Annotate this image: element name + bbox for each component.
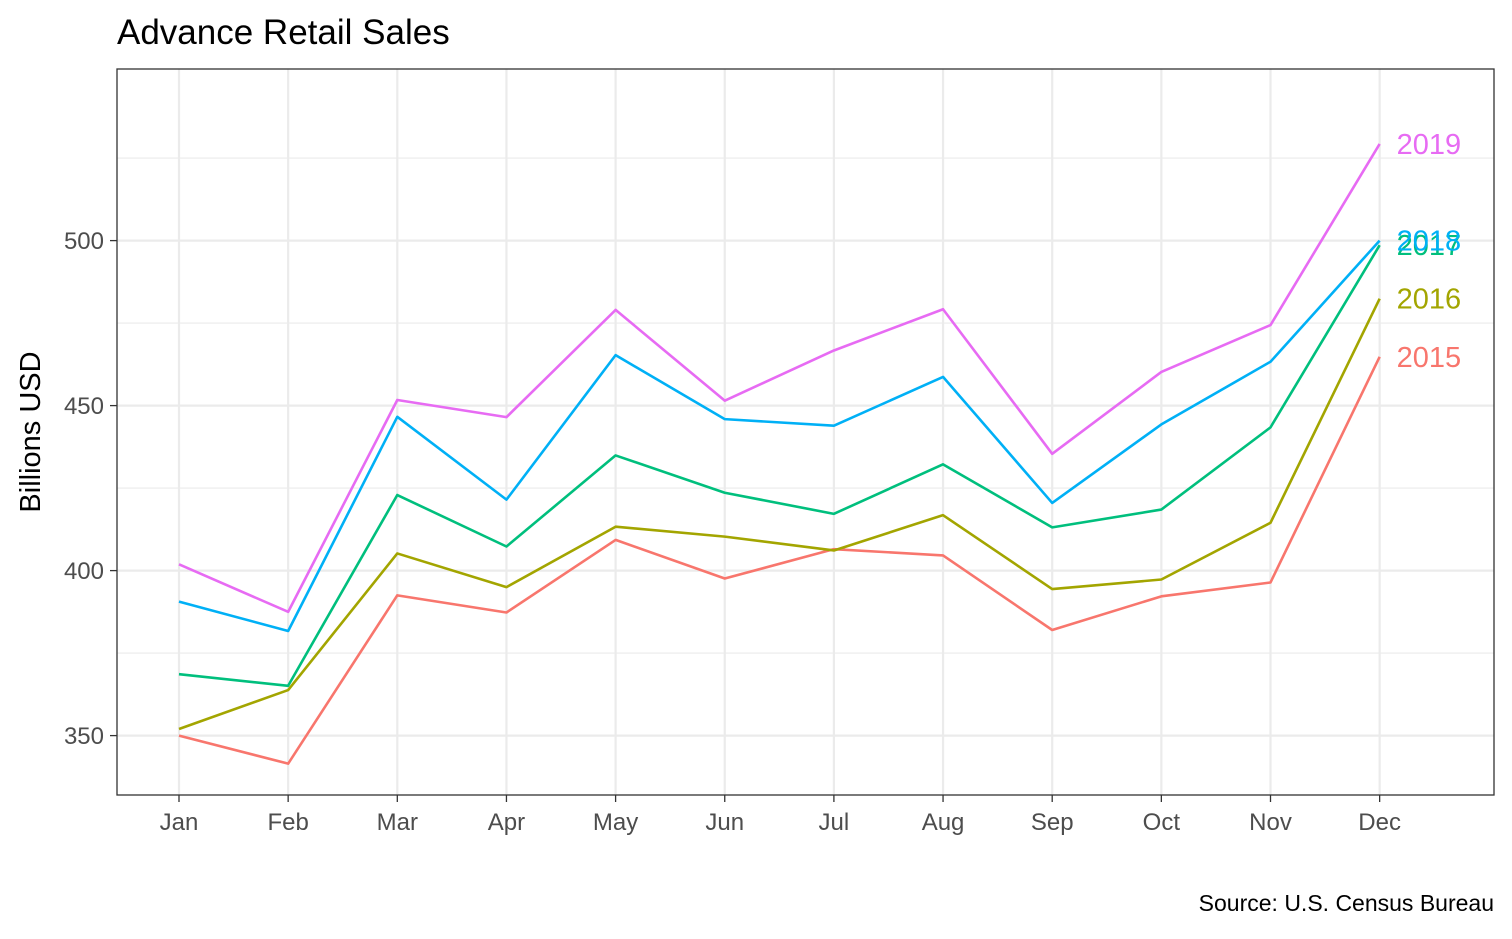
x-tick-label: Aug [922,809,965,836]
grid-lines [117,69,1494,795]
x-tick-label: Oct [1143,809,1181,836]
source-caption: Source: U.S. Census Bureau [1199,890,1494,916]
x-tick-label: Jun [705,809,744,836]
axis-ticks: 350 400 450 500 Jan Feb Mar Apr May Jun Jul Aug Sep O… [64,228,1401,836]
plot-panel-border [116,68,1495,796]
x-tick-label: Mar [377,809,418,836]
y-tick-label: 400 [64,558,104,585]
y-tick-label: 500 [64,228,104,255]
x-tick-label: Nov [1249,809,1292,836]
series-lines [178,143,1381,765]
series-label-2015: 2015 [1397,342,1462,374]
chart-title: Advance Retail Sales [117,13,450,52]
x-tick-label: Apr [488,809,525,836]
x-tick-label: Feb [267,809,308,836]
y-axis-label: Billions USD [15,351,47,512]
x-tick-label: May [593,809,638,836]
x-tick-label: Jan [160,809,199,836]
series-line-2015 [178,356,1381,765]
y-tick-label: 350 [64,723,104,750]
x-tick-label: Jul [819,809,850,836]
series-line-2016 [178,298,1381,731]
series-label-2018: 2018 [1397,226,1462,258]
series-label-2016: 2016 [1397,284,1462,316]
y-tick-label: 450 [64,393,104,420]
series-line-2018 [178,239,1381,633]
x-tick-label: Dec [1358,809,1401,836]
series-label-2017: 2017 [1397,230,1462,262]
series-label-2019: 2019 [1397,129,1462,161]
x-tick-label: Sep [1031,809,1074,836]
series-line-2019 [178,143,1381,614]
series-line-2017 [178,244,1381,688]
